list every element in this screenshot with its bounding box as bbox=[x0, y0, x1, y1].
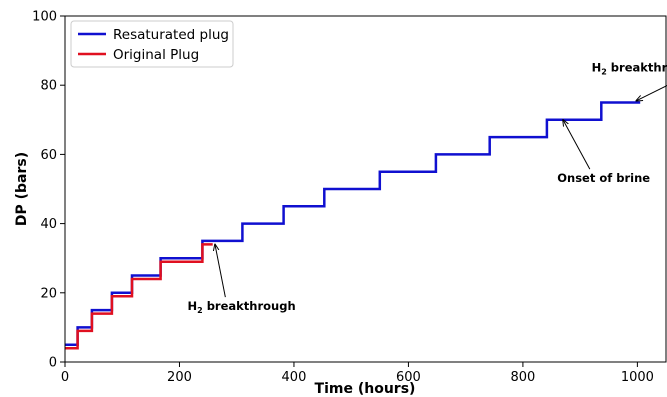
ticks-layer: 0 200 400 600 800 1000 0 20 40 60 80 100 bbox=[32, 10, 654, 386]
annotations: H2 breakthrough Onset of brine H2 breakthr… bbox=[187, 60, 667, 315]
legend-box bbox=[70, 20, 234, 68]
annotation-arrow-0 bbox=[215, 244, 226, 298]
y-tick-label: 60 bbox=[40, 148, 57, 163]
plot-frame bbox=[64, 15, 667, 363]
annotation-arrow-1 bbox=[563, 120, 591, 170]
y-axis-title: DP (bars) bbox=[14, 152, 30, 226]
legend: Resaturated plug Original Plug bbox=[70, 20, 234, 68]
y-tick-label: 100 bbox=[32, 10, 57, 25]
legend-label-resaturated: Resaturated plug bbox=[113, 27, 229, 43]
y-tick-label: 20 bbox=[40, 286, 57, 301]
x-axis-title: Time (hours) bbox=[315, 381, 416, 397]
annotation-label-2: H2 breakthrough bbox=[592, 60, 667, 76]
x-tick-label: 400 bbox=[282, 370, 307, 385]
annotation-label-1: Onset of brine bbox=[557, 171, 650, 185]
series-resaturated-plug bbox=[65, 101, 641, 346]
y-tick-label: 0 bbox=[49, 356, 57, 371]
series-layer bbox=[65, 101, 641, 350]
annotation-label-0: H2 breakthrough bbox=[187, 299, 295, 315]
series-original-plug bbox=[65, 243, 213, 350]
y-tick-label: 80 bbox=[40, 79, 57, 94]
x-tick-label: 200 bbox=[167, 370, 192, 385]
x-tick-label: 0 bbox=[61, 370, 69, 385]
legend-label-original: Original Plug bbox=[113, 47, 199, 63]
x-tick-label: 1000 bbox=[621, 370, 654, 385]
x-tick-label: 800 bbox=[510, 370, 535, 385]
y-tick-label: 40 bbox=[40, 217, 57, 232]
annotation-arrow-2 bbox=[636, 84, 667, 100]
x-tick-label: 600 bbox=[396, 370, 421, 385]
